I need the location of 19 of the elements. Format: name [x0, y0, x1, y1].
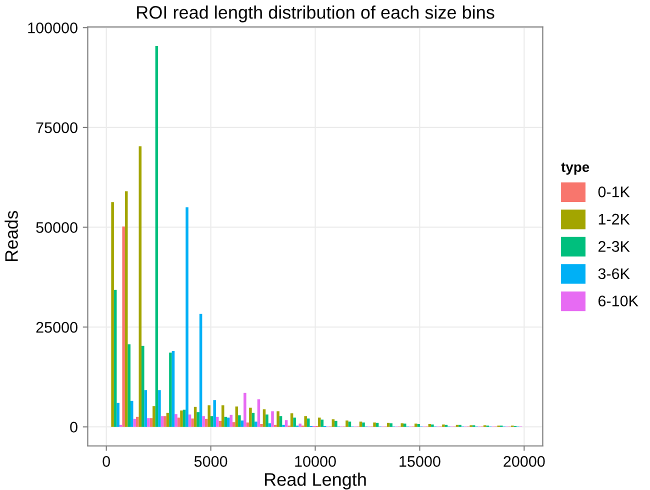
legend-label: 1-2K [598, 214, 630, 224]
y-tick-label: 50000 [36, 222, 78, 233]
legend-label: 2-3K [598, 241, 630, 252]
y-tick-label: 25000 [36, 322, 78, 333]
x-tick-label: 20000 [504, 456, 545, 467]
legend-label: 3-6K [598, 268, 630, 280]
x-axis-title: Read Length [265, 472, 366, 490]
y-tick-label: 75000 [36, 122, 78, 134]
y-tick-label: 100000 [28, 22, 78, 34]
x-tick-label: 15000 [400, 456, 440, 467]
x-tick-label: 10000 [295, 456, 336, 467]
chart-title: ROI read length distribution of each size bins [137, 6, 494, 22]
y-tick-label: 0 [70, 422, 78, 433]
legend-title: type [561, 162, 590, 175]
legend-label: 0-1K [598, 186, 630, 198]
x-tick-label: 0 [102, 456, 110, 467]
y-axis-title: Reads [4, 210, 18, 262]
legend-label: 6-10K [598, 296, 638, 306]
x-tick-label: 5000 [194, 456, 228, 467]
